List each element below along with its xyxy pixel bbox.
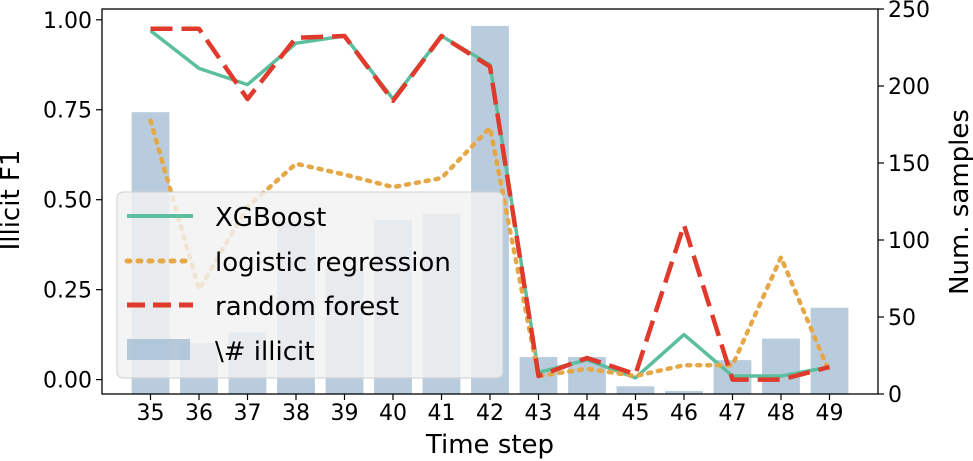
x-tick-label: 46 (670, 401, 698, 426)
left-axis-title: Illicit F1 (0, 150, 26, 251)
legend-swatch-illicit (127, 339, 190, 360)
x-tick-label: 48 (767, 401, 795, 426)
legend-label-illicit: \# illicit (215, 337, 314, 367)
x-tick-label: 47 (719, 401, 747, 426)
right-tick-label: 150 (888, 152, 930, 177)
x-tick-label: 43 (525, 401, 553, 426)
bar-46 (665, 390, 703, 394)
left-tick-label: 1.00 (43, 9, 92, 34)
right-tick-label: 0 (888, 383, 902, 408)
bar-48 (762, 338, 800, 394)
series-line-random-forest (150, 26, 831, 382)
x-tick-label: 45 (622, 401, 650, 426)
bar-45 (616, 386, 655, 394)
x-tick-label: 35 (137, 401, 165, 426)
right-axis-title: Num. samples (945, 109, 973, 295)
x-tick-label: 38 (282, 401, 310, 426)
right-tick-label: 50 (888, 306, 916, 331)
legend-label-xgboost: XGBoost (215, 203, 326, 233)
x-tick-label: 44 (573, 401, 601, 426)
legend-label-random-forest: random forest (215, 292, 399, 322)
x-tick-label: 36 (185, 401, 213, 426)
x-axis-title: Time step (425, 430, 554, 460)
x-tick-label: 39 (331, 401, 359, 426)
legend-box (116, 191, 504, 379)
left-tick-label: 0.25 (43, 279, 92, 304)
left-tick-label: 0.50 (43, 189, 92, 214)
right-tick-label: 250 (888, 0, 930, 23)
x-tick-label: 37 (234, 401, 262, 426)
legend: XGBoost logistic regression random fores… (116, 191, 504, 379)
right-tick-label: 100 (888, 229, 930, 254)
x-tick-label: 40 (379, 401, 407, 426)
legend-label-logistic-regression: logistic regression (215, 248, 451, 278)
ticks-layer: 35 36 37 38 39 40 41 42 43 44 45 46 47 48 49 0.00 0.25 0.… (43, 0, 930, 426)
bar-49 (810, 307, 849, 394)
right-tick-label: 200 (888, 75, 930, 100)
x-tick-label: 41 (428, 401, 456, 426)
left-tick-label: 0.75 (43, 99, 92, 124)
x-tick-label: 42 (476, 401, 504, 426)
left-tick-label: 0.00 (43, 369, 92, 394)
x-tick-label: 49 (816, 401, 844, 426)
